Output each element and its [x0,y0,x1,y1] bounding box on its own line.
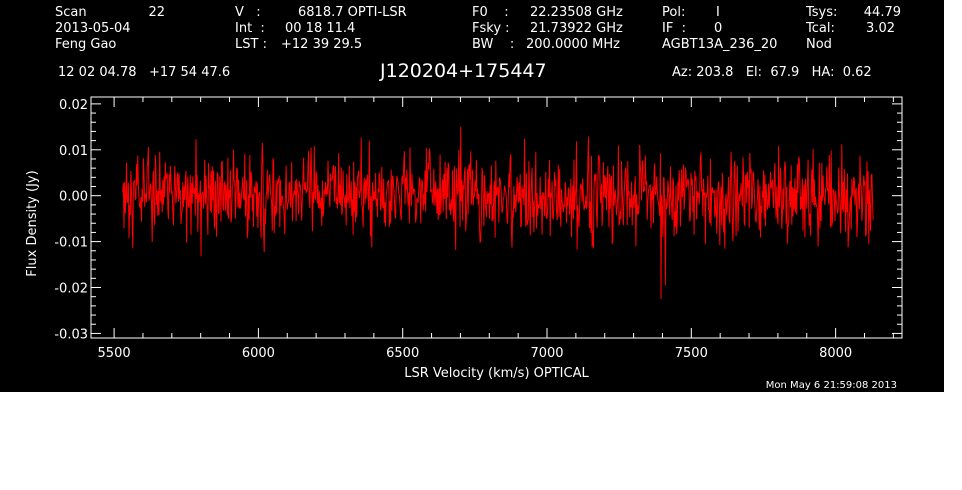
lst-value: +12 39 29.5 [281,37,363,52]
plot-window: Scan 22 2013-05-04 Feng Gao V : 6818.7 O… [0,0,944,392]
x-tick-label: 6000 [242,346,275,361]
lst-label: LST : [235,37,267,52]
tsys-label: Tsys: [806,5,838,20]
spectrum-layer [122,126,874,300]
plot-timestamp: Mon May 6 21:59:08 2013 [766,380,897,391]
y-tick-label: -0.01 [54,236,88,251]
f0-value: 22.23508 GHz [530,5,623,20]
x-tick-label: 8000 [819,346,852,361]
f0-label: F0 : [472,5,509,20]
az-el-ha-readout: Az: 203.8 El: 67.9 HA: 0.62 [672,65,872,80]
x-axis-title: LSR Velocity (km/s) OPTICAL [404,366,589,381]
scan-value: 22 [148,5,165,20]
observer-name: Feng Gao [55,37,117,52]
bandwidth-value: 200.0000 MHz [526,37,620,52]
project-id: AGBT13A_236_20 [662,37,778,52]
velocity-label: V : [235,5,261,20]
y-tick-label: -0.03 [54,327,88,342]
ra-dec-coordinates: 12 02 04.78 +17 54 47.6 [58,65,231,80]
if-value: 0 [714,21,723,36]
tcal-value: 3.02 [866,21,895,36]
spectrum-series-line [122,126,874,300]
fsky-value: 21.73922 GHz [530,21,623,36]
procedure-name: Nod [806,37,832,52]
spectrum-chart: 5500 6000 6500 7000 7500 8000 0.02 0.01 0.00 -0.0… [25,96,903,391]
x-tick-label: 7500 [675,346,708,361]
observation-date: 2013-05-04 [55,21,131,36]
velocity-value: 6818.7 OPTI-LSR [298,5,407,20]
y-tick-label: 0.02 [59,98,88,113]
if-label: IF : [662,21,686,36]
x-tick-label: 6500 [386,346,419,361]
bandwidth-label: BW : [472,37,515,52]
y-tick-label: -0.02 [54,282,88,297]
y-tick-label: 0.01 [59,144,88,159]
source-name-title: J120204+175447 [380,60,547,82]
x-tick-label: 5500 [98,346,131,361]
axes-layer: 5500 6000 6500 7000 7500 8000 0.02 0.01 0.00 -0.0… [54,97,902,361]
integration-value: 00 18 11.4 [285,21,356,36]
tsys-value: 44.79 [863,5,901,20]
x-tick-label: 7000 [530,346,563,361]
polarization-label: Pol: [662,5,686,20]
fsky-label: Fsky : [472,21,510,36]
y-axis-title: Flux Density (Jy) [25,170,40,276]
scan-label: Scan [55,5,87,20]
plot-frame [90,96,903,339]
tcal-label: Tcal: [806,21,835,36]
y-tick-label: 0.00 [59,190,88,205]
integration-label: Int : [235,21,265,36]
polarization-value: I [716,5,720,20]
